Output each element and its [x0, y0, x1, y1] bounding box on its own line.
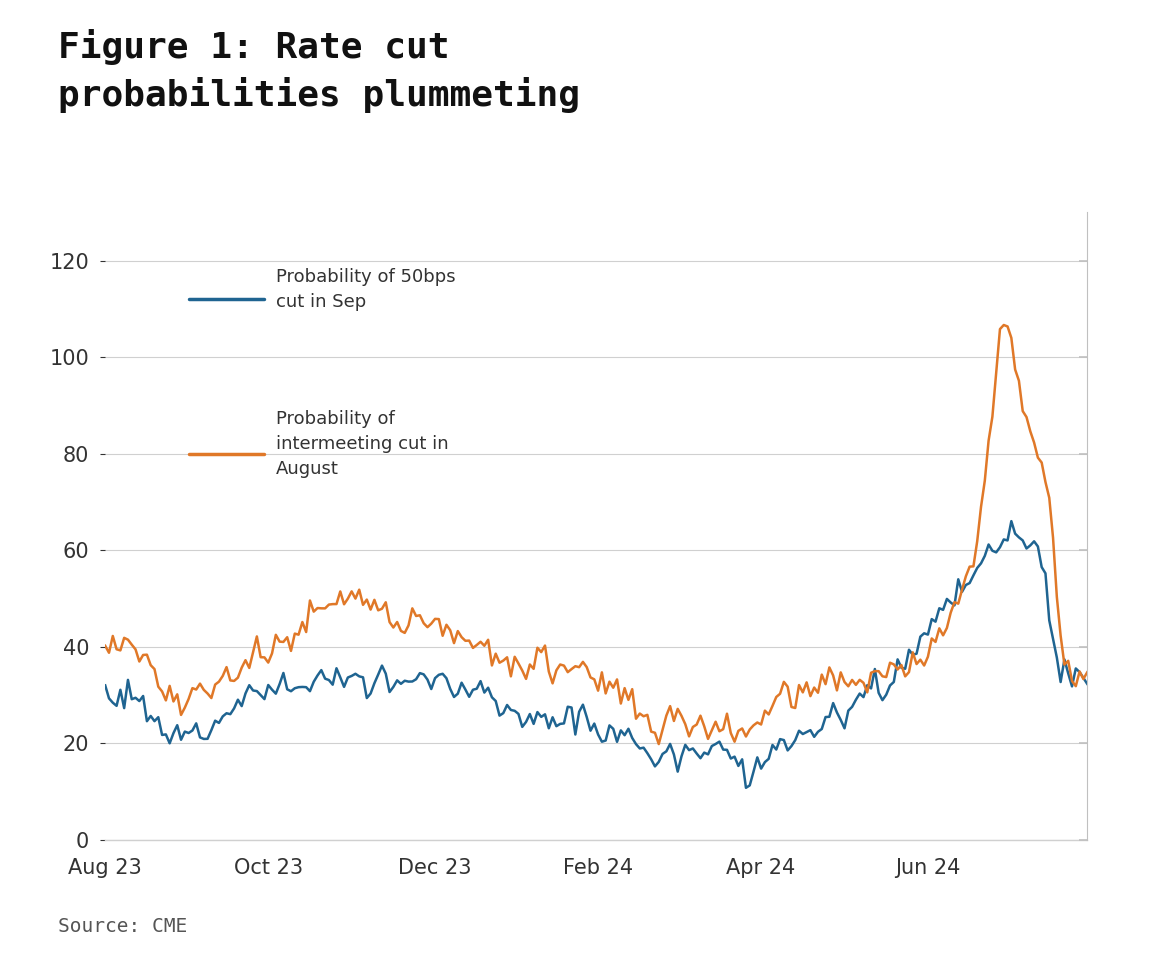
Text: Probability of
intermeeting cut in
August: Probability of intermeeting cut in Augus…	[276, 410, 449, 478]
Text: Probability of 50bps
cut in Sep: Probability of 50bps cut in Sep	[276, 268, 456, 311]
Text: Figure 1: Rate cut
probabilities plummeting: Figure 1: Rate cut probabilities plummet…	[58, 29, 581, 113]
Text: Source: CME: Source: CME	[58, 917, 188, 936]
